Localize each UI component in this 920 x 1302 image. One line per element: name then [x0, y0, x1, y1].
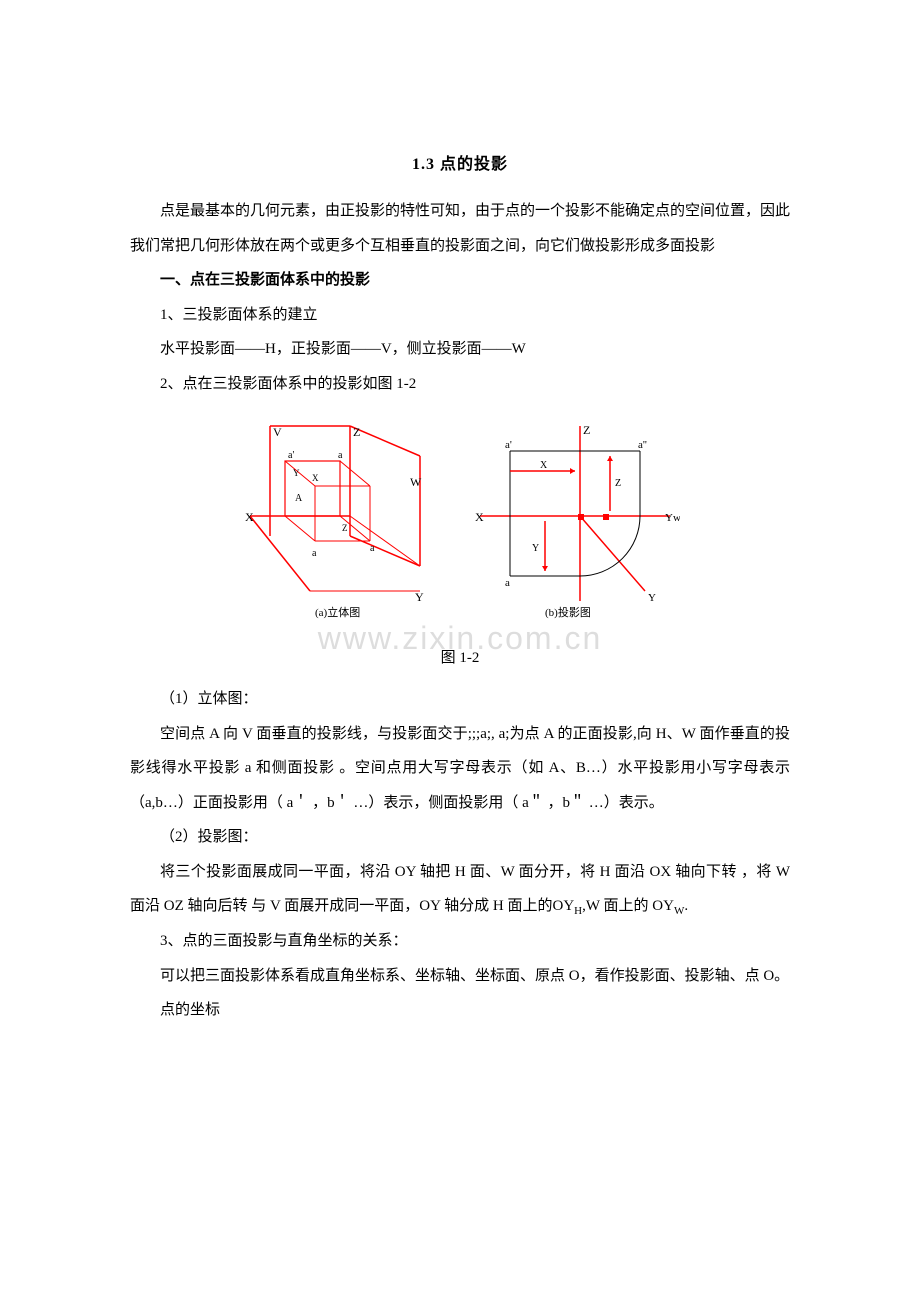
- sub2-heading: （2）投影图：: [130, 820, 790, 855]
- svg-text:Z: Z: [342, 523, 348, 533]
- sub2-oy-end: .: [684, 898, 688, 914]
- svg-text:V: V: [273, 425, 282, 439]
- svg-text:Z: Z: [615, 478, 621, 489]
- svg-text:Y: Y: [415, 590, 424, 604]
- section1-item1: 1、三投影面体系的建立: [130, 298, 790, 333]
- svg-text:a: a: [338, 450, 343, 461]
- svg-text:(b)投影图: (b)投影图: [545, 605, 591, 619]
- sub2-text-p1: 将三个投影面展成同一平面，将沿 OY 轴把 H 面、W 面分开，将 H 面沿 O…: [130, 864, 790, 915]
- svg-text:a'': a'': [638, 439, 647, 451]
- document-content: 1.3 点的投影 点是最基本的几何元素，由正投影的特性可知，由于点的一个投影不能…: [130, 150, 790, 1028]
- sub2-sub-h: H: [574, 905, 582, 917]
- svg-text:X: X: [245, 510, 254, 524]
- sub1-heading: （1）立体图：: [130, 682, 790, 717]
- svg-text:a: a: [505, 577, 510, 589]
- svg-text:a': a': [288, 450, 294, 461]
- svg-text:Y: Y: [293, 468, 300, 478]
- document-title: 1.3 点的投影: [130, 150, 790, 174]
- sub2-sub-w: W: [674, 905, 684, 917]
- svg-text:a: a: [312, 548, 317, 559]
- intro-paragraph: 点是最基本的几何元素，由正投影的特性可知，由于点的一个投影不能确定点的空间位置，…: [130, 194, 790, 263]
- figure-caption: 图 1-2: [130, 646, 790, 667]
- svg-text:Yw: Yw: [665, 512, 680, 524]
- svg-text:W: W: [410, 475, 422, 489]
- sub2-oy-mid: ,W 面上的 OY: [582, 898, 674, 914]
- svg-text:Z: Z: [353, 425, 360, 439]
- svg-text:a: a: [370, 543, 375, 554]
- svg-text:X: X: [475, 510, 484, 524]
- figure-b-projection: Z X Yw Y a' a'' a X Z Y (b)投影图: [470, 416, 680, 636]
- svg-text:Y: Y: [648, 592, 656, 604]
- svg-text:Y: Y: [532, 543, 539, 554]
- svg-text:X: X: [540, 460, 548, 471]
- sub1-text: 空间点 A 向 V 面垂直的投影线，与投影面交于;;;a;, a;为点 A 的正…: [130, 717, 790, 821]
- section1-item2: 2、点在三投影面体系中的投影如图 1-2: [130, 367, 790, 402]
- item3-text: 可以把三面投影体系看成直角坐标系、坐标轴、坐标面、原点 O，看作投影面、投影轴、…: [130, 959, 790, 994]
- svg-text:Z: Z: [583, 423, 590, 437]
- section1-heading: 一、点在三投影面体系中的投影: [130, 263, 790, 298]
- figure-container: V Z W X Y a' a A X Y Z a a (a)立体图: [130, 416, 790, 636]
- item3-label: 点的坐标: [130, 993, 790, 1028]
- sub2-oy-pre: OY: [553, 898, 575, 914]
- figure-a-3d: V Z W X Y a' a A X Y Z a a (a)立体图: [240, 416, 450, 636]
- svg-text:X: X: [312, 473, 319, 483]
- item3-heading: 3、点的三面投影与直角坐标的关系：: [130, 924, 790, 959]
- svg-text:A: A: [295, 493, 303, 504]
- sub2-text: 将三个投影面展成同一平面，将沿 OY 轴把 H 面、W 面分开，将 H 面沿 O…: [130, 855, 790, 925]
- svg-text:(a)立体图: (a)立体图: [315, 605, 360, 619]
- section1-item1-detail: 水平投影面——H，正投影面——V，侧立投影面——W: [130, 332, 790, 367]
- svg-text:a': a': [505, 439, 512, 451]
